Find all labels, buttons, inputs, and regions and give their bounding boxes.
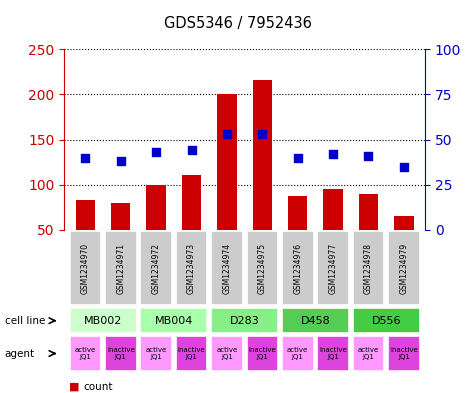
Bar — [146, 185, 166, 275]
Text: GSM1234977: GSM1234977 — [329, 242, 338, 294]
Text: GSM1234978: GSM1234978 — [364, 243, 373, 294]
Point — [294, 154, 302, 161]
Text: GSM1234972: GSM1234972 — [152, 243, 161, 294]
Text: GSM1234975: GSM1234975 — [258, 242, 267, 294]
Text: MB002: MB002 — [84, 316, 122, 326]
Bar — [111, 203, 131, 275]
Point — [223, 131, 231, 137]
Text: active
JQ1: active JQ1 — [75, 347, 96, 360]
Point — [188, 147, 195, 154]
Bar — [323, 189, 343, 275]
Text: active
JQ1: active JQ1 — [216, 347, 238, 360]
Text: D458: D458 — [301, 316, 330, 326]
Point — [400, 163, 408, 170]
Point — [365, 152, 372, 159]
Text: GSM1234970: GSM1234970 — [81, 242, 90, 294]
Bar — [253, 80, 272, 275]
Text: GSM1234973: GSM1234973 — [187, 242, 196, 294]
Text: active
JQ1: active JQ1 — [145, 347, 167, 360]
Bar — [394, 216, 414, 275]
Point — [82, 154, 89, 161]
Bar — [182, 175, 201, 275]
Text: GSM1234971: GSM1234971 — [116, 243, 125, 294]
Text: inactive
JQ1: inactive JQ1 — [248, 347, 276, 360]
Text: MB004: MB004 — [155, 316, 193, 326]
Text: inactive
JQ1: inactive JQ1 — [319, 347, 347, 360]
Point — [117, 158, 124, 164]
Text: active
JQ1: active JQ1 — [358, 347, 379, 360]
Bar — [288, 196, 307, 275]
Text: GDS5346 / 7952436: GDS5346 / 7952436 — [163, 16, 312, 31]
Point — [329, 151, 337, 157]
Text: agent: agent — [5, 349, 35, 358]
Text: GSM1234976: GSM1234976 — [293, 242, 302, 294]
Text: ■: ■ — [69, 382, 79, 392]
Text: inactive
JQ1: inactive JQ1 — [178, 347, 205, 360]
Point — [152, 149, 160, 155]
Text: count: count — [83, 382, 113, 392]
Text: D556: D556 — [371, 316, 401, 326]
Text: GSM1234974: GSM1234974 — [222, 242, 231, 294]
Text: inactive
JQ1: inactive JQ1 — [390, 347, 418, 360]
Bar — [217, 94, 237, 275]
Text: D283: D283 — [230, 316, 259, 326]
Text: inactive
JQ1: inactive JQ1 — [107, 347, 134, 360]
Bar — [359, 194, 378, 275]
Text: cell line: cell line — [5, 316, 45, 326]
Text: active
JQ1: active JQ1 — [287, 347, 308, 360]
Text: GSM1234979: GSM1234979 — [399, 242, 408, 294]
Bar — [76, 200, 95, 275]
Point — [258, 131, 266, 137]
